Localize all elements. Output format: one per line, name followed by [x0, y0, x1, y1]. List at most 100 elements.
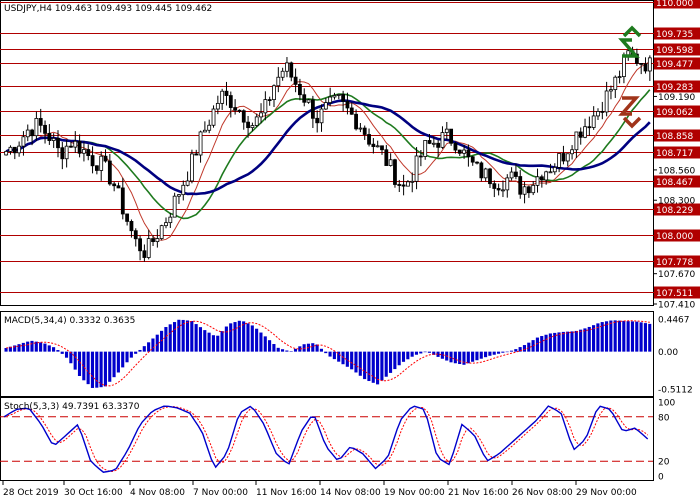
down-arrow-icon: [618, 96, 640, 116]
macd-bar: [350, 351, 354, 370]
macd-bar: [471, 351, 475, 362]
macd-bar: [90, 351, 95, 388]
macd-bar: [440, 351, 444, 359]
candle-body: [38, 118, 43, 126]
price-tick-label: 108.560: [658, 166, 695, 176]
macd-bar: [47, 345, 51, 352]
time-tick-label: 29 Nov 00:00: [576, 488, 637, 498]
stoch-tick-label: 100: [658, 399, 675, 409]
candle-body: [427, 140, 432, 144]
candle-body: [358, 127, 363, 130]
candle-body: [164, 222, 168, 227]
candle-body: [272, 85, 276, 101]
macd-bar: [462, 351, 466, 365]
candle-body: [613, 76, 618, 91]
macd-bar: [272, 344, 276, 352]
macd-bar: [522, 345, 527, 352]
candle-body: [323, 102, 328, 110]
macd-bar: [34, 341, 38, 352]
stochastic-lines: [0, 405, 653, 473]
candle-body: [306, 99, 311, 103]
macd-bar: [466, 351, 470, 364]
macd-bar: [229, 323, 233, 352]
level-label-box: [654, 255, 700, 268]
level-label-box: [654, 105, 700, 118]
macd-bar: [397, 351, 401, 366]
candle-body: [177, 194, 181, 197]
macd-bar: [630, 321, 635, 352]
macd-bar: [56, 350, 60, 352]
macd-bar: [484, 351, 488, 358]
macd-bar: [414, 351, 419, 355]
level-label-box: [654, 80, 700, 93]
level-label: 109.283: [656, 83, 693, 93]
macd-bar: [155, 334, 159, 352]
stoch-axis: 100 80 20 0: [658, 399, 675, 483]
macd-bar: [540, 336, 544, 352]
macd-axis: 0.4467 0.00 -0.5112: [658, 316, 693, 396]
macd-bar: [423, 351, 427, 353]
candle-body: [583, 126, 587, 138]
candle-body: [423, 140, 428, 157]
candle-body: [341, 94, 346, 102]
level-label-box: [654, 0, 700, 9]
macd-bar: [21, 342, 25, 352]
candle-body: [345, 100, 350, 109]
macd-bar: [479, 351, 483, 359]
price-tick-label: 109.190: [658, 93, 695, 103]
time-tick-label: 28 Oct 2019: [3, 488, 59, 498]
level-label-box: [654, 175, 700, 188]
macd-bar: [406, 351, 410, 360]
macd-bar: [125, 351, 129, 363]
level-label: 107.778: [656, 258, 693, 268]
candle-body: [86, 149, 91, 156]
candle-body: [552, 167, 557, 173]
candle-body: [587, 126, 592, 129]
level-label: 109.062: [656, 108, 693, 118]
candle-body: [56, 137, 60, 149]
level-label: 108.229: [656, 206, 693, 216]
macd-bar: [39, 342, 43, 352]
macd-bar: [276, 347, 280, 352]
candle-body: [64, 145, 69, 160]
macd-bar: [509, 350, 514, 352]
macd-bar: [190, 321, 194, 352]
macd-bar: [43, 343, 47, 352]
macd-bar: [147, 342, 151, 352]
candle-body: [47, 132, 52, 141]
macd-bar: [60, 351, 64, 354]
candle-body: [21, 136, 26, 147]
macd-bar: [160, 330, 164, 352]
macd-bar: [337, 351, 341, 362]
macd-bar: [298, 346, 302, 352]
up-arrow-icon: [618, 38, 640, 58]
candle-body: [241, 110, 246, 123]
level-label-box: [654, 146, 700, 159]
candle-body: [168, 216, 173, 224]
candle-body: [526, 186, 531, 194]
candle-body: [380, 145, 384, 151]
main-title: USDJPY,H4 109.463 109.493 109.445 109.46…: [4, 4, 212, 14]
macd-bar: [527, 342, 531, 352]
candle-body: [51, 137, 56, 141]
candle-body: [319, 108, 324, 124]
macd-tick-label: -0.5112: [658, 386, 693, 396]
macd-bar: [224, 326, 228, 352]
candle-body: [401, 184, 406, 187]
macd-bar: [579, 329, 583, 352]
candle-body: [574, 131, 579, 151]
candle-body: [142, 250, 147, 258]
macd-bar: [388, 351, 393, 373]
macd-bar: [4, 347, 8, 352]
candle-body: [202, 129, 207, 133]
candle-body: [570, 149, 574, 155]
candle-body: [488, 168, 492, 185]
price-axis: 109.190 108.560 108.300 107.670 107.410: [653, 93, 695, 311]
candle-body: [375, 145, 380, 148]
candle-body: [133, 230, 138, 240]
candle-body: [185, 180, 190, 186]
macd-bar: [121, 351, 125, 368]
candle-body: [531, 184, 536, 194]
candle-body: [263, 99, 268, 114]
macd-tick-label: 0.4467: [658, 316, 690, 326]
